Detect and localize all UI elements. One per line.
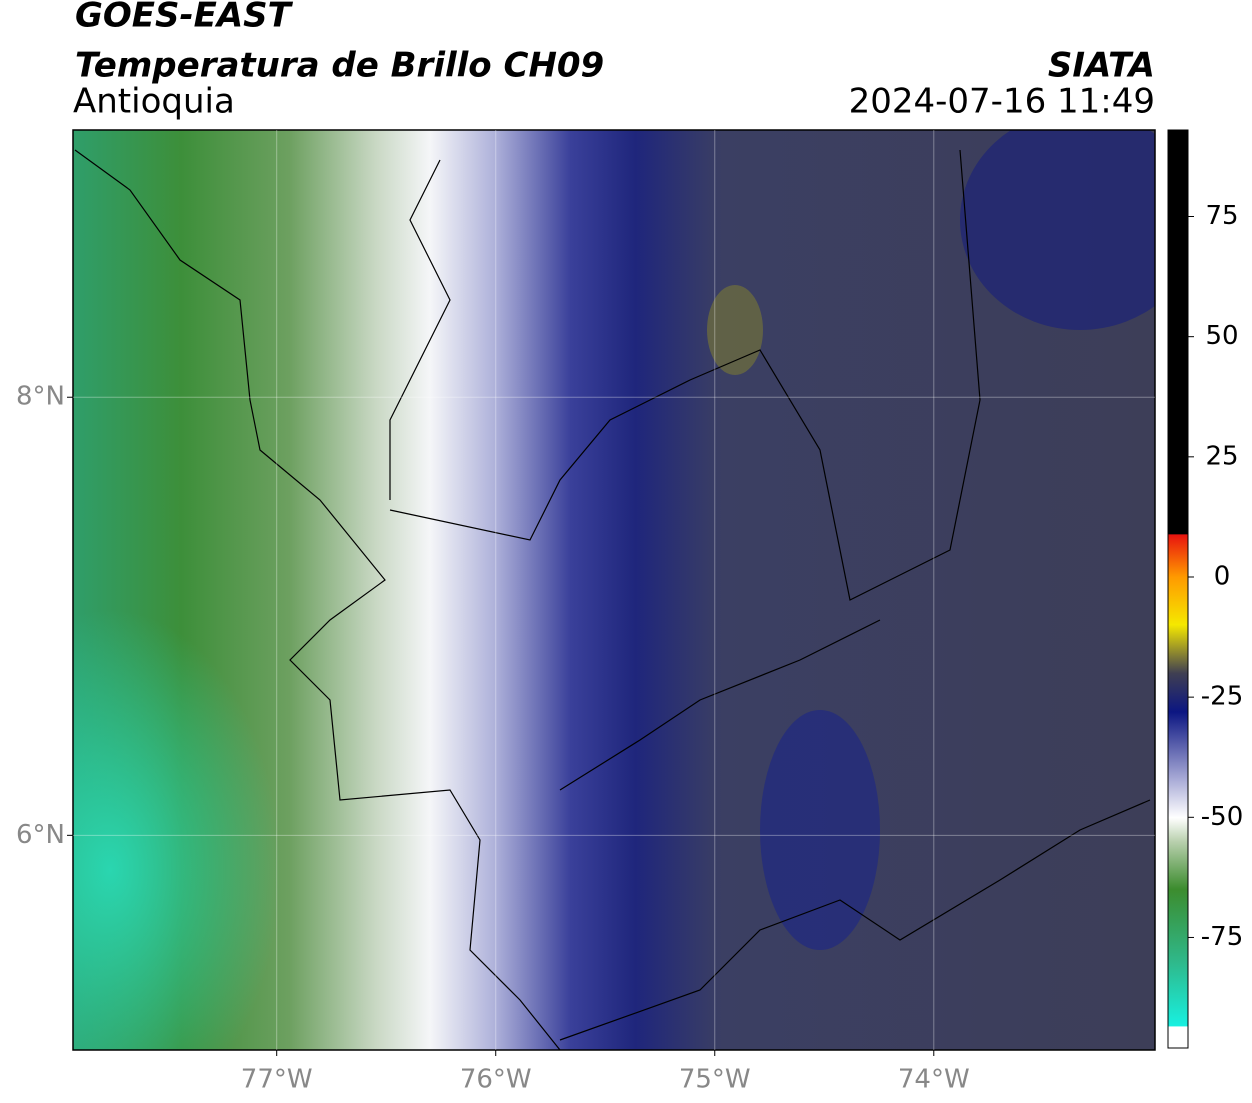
colorbar-tick-label: -25 [1201, 682, 1243, 712]
y-tick-label: 6°N [16, 820, 65, 850]
x-tick-label: 76°W [460, 1065, 532, 1095]
source: SIATA [1048, 46, 1155, 86]
x-tick-label: 75°W [679, 1065, 751, 1095]
x-tick-label: 74°W [898, 1065, 970, 1095]
field-patch [707, 285, 763, 375]
field-patch [760, 710, 880, 950]
y-tick-label: 8°N [16, 382, 65, 412]
map-frame [72, 129, 1156, 1051]
colorbar-tick-label: 75 [1205, 201, 1238, 231]
timestamp: 2024-07-16 11:49 [849, 82, 1155, 122]
colorbar [1167, 129, 1189, 1049]
colorbar-tick-label: 50 [1205, 321, 1238, 351]
field-patch [73, 610, 280, 1050]
colorbar-tick-label: 25 [1205, 441, 1238, 471]
colorbar-tick-label: -50 [1201, 802, 1243, 832]
border [559, 619, 1151, 1041]
border [389, 149, 981, 601]
colorbar-tick-label: 0 [1214, 561, 1231, 591]
map-field [73, 130, 1155, 1050]
field-patch [960, 130, 1155, 330]
colorbar-tick-label: -75 [1201, 922, 1243, 952]
x-tick-label: 77°W [241, 1065, 313, 1095]
border [74, 149, 561, 1050]
region: Antioquia [73, 82, 235, 122]
title: GOES-EAST [75, 0, 294, 36]
border [389, 159, 451, 500]
subtitle: Temperatura de Brillo CH09 [75, 46, 604, 86]
